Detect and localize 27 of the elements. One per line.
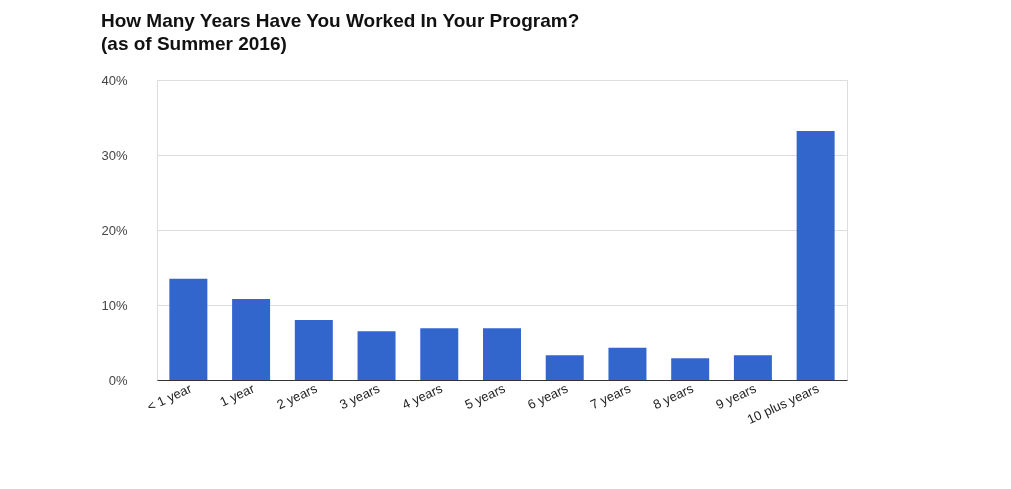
x-tick-label: 1 year xyxy=(217,380,258,410)
y-tick-label: 30% xyxy=(101,147,128,163)
bar xyxy=(294,320,333,380)
bar xyxy=(483,328,521,380)
y-tick-label: 0% xyxy=(108,372,128,388)
bar xyxy=(357,331,396,380)
x-tick-label: 2 years xyxy=(274,380,320,413)
y-tick-label: 40% xyxy=(101,72,128,88)
x-tick-label: < 1 year xyxy=(144,380,195,415)
x-tick-label: 4 years xyxy=(399,380,446,413)
y-tick-label: 10% xyxy=(101,297,128,313)
chart-title: How Many Years Have You Worked In Your Program? xyxy=(100,10,580,31)
y-tick-label: 20% xyxy=(101,222,128,238)
chart-subtitle: (as of Summer 2016) xyxy=(100,33,287,54)
bar xyxy=(796,131,835,380)
bar xyxy=(420,328,459,380)
x-tick-label: 6 years xyxy=(525,380,571,413)
bar xyxy=(733,355,772,380)
bar xyxy=(608,347,647,380)
x-tick-label: 5 years xyxy=(462,380,508,413)
bar xyxy=(671,358,710,380)
x-tick-label: 7 years xyxy=(587,380,634,413)
bar xyxy=(232,299,271,380)
x-tick-label: 8 years xyxy=(650,380,697,413)
x-tick-label: 3 years xyxy=(337,380,383,413)
bar xyxy=(545,355,584,380)
bar xyxy=(169,278,208,380)
